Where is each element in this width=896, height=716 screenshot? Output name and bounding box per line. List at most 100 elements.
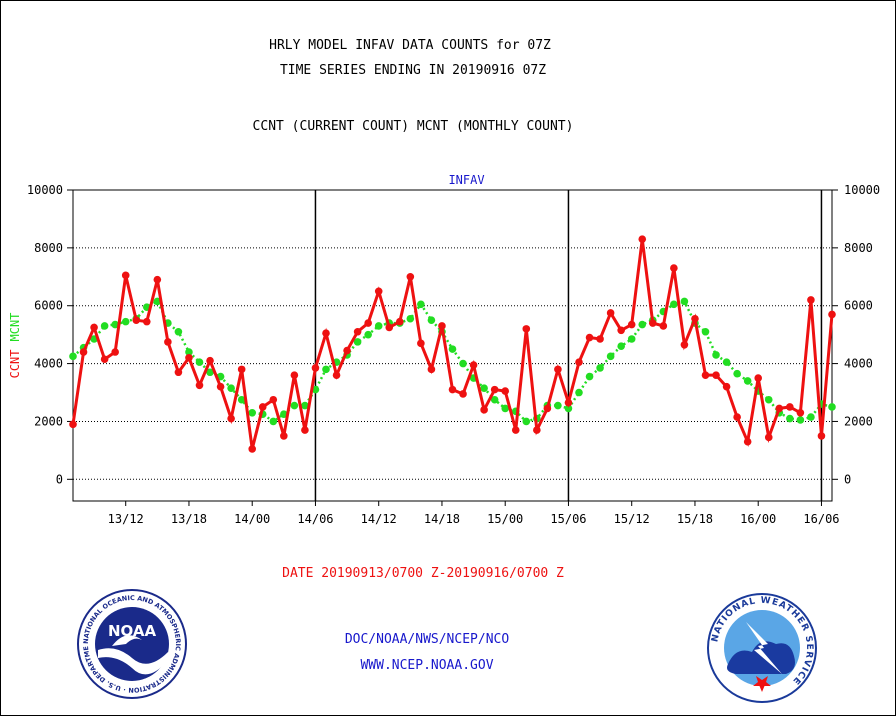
point-mcnt bbox=[174, 327, 183, 336]
x-tick-label: 15/18 bbox=[677, 512, 713, 526]
y-tick-label-right: 2000 bbox=[844, 414, 873, 428]
point-ccnt bbox=[174, 368, 183, 377]
point-ccnt bbox=[322, 329, 330, 338]
point-ccnt bbox=[164, 338, 172, 346]
point-ccnt bbox=[480, 406, 488, 414]
point-mcnt bbox=[796, 416, 805, 424]
y-tick-label-right: 0 bbox=[844, 472, 851, 486]
point-ccnt bbox=[290, 371, 299, 379]
point-ccnt bbox=[659, 322, 668, 330]
point-ccnt bbox=[417, 339, 425, 348]
y-tick-label-right: 10000 bbox=[844, 183, 880, 197]
point-mcnt bbox=[448, 345, 457, 353]
point-mcnt bbox=[828, 403, 836, 411]
point-ccnt bbox=[554, 365, 562, 374]
point-ccnt bbox=[185, 353, 193, 362]
point-ccnt bbox=[638, 235, 647, 243]
y-tick-label-left: 0 bbox=[56, 472, 63, 486]
noaa-logo-text: NOAA bbox=[108, 622, 157, 640]
point-ccnt bbox=[100, 355, 109, 364]
point-mcnt bbox=[627, 335, 636, 343]
point-ccnt bbox=[301, 426, 309, 434]
point-mcnt bbox=[280, 410, 288, 419]
point-mcnt bbox=[617, 342, 625, 351]
point-ccnt bbox=[596, 335, 604, 343]
plot-area bbox=[72, 189, 833, 502]
point-ccnt bbox=[69, 420, 77, 429]
point-mcnt bbox=[501, 404, 510, 413]
point-mcnt bbox=[554, 401, 562, 410]
point-ccnt bbox=[438, 322, 446, 330]
point-mcnt bbox=[522, 417, 531, 426]
point-mcnt bbox=[427, 316, 436, 324]
point-ccnt bbox=[585, 333, 594, 342]
point-ccnt bbox=[353, 327, 362, 336]
noaa-logo: NOAA NATIONAL OCEANIC AND ATMOSPHERIC AD… bbox=[76, 588, 187, 699]
point-ccnt bbox=[490, 385, 499, 394]
point-mcnt bbox=[743, 377, 752, 385]
point-mcnt bbox=[227, 384, 235, 392]
point-ccnt bbox=[807, 296, 815, 304]
chart-title-line2: TIME SERIES ENDING IN 20190916 07Z bbox=[279, 63, 547, 78]
nws-logo: NATIONAL WEATHER SERVICE bbox=[707, 593, 817, 703]
point-mcnt bbox=[121, 317, 130, 326]
x-tick-label: 14/06 bbox=[297, 512, 333, 526]
point-ccnt bbox=[111, 348, 119, 356]
point-ccnt bbox=[237, 365, 246, 374]
y-tick-label-left: 6000 bbox=[34, 299, 63, 313]
y-axis-label: CCNT MCNT bbox=[8, 313, 22, 379]
point-ccnt bbox=[343, 346, 351, 355]
point-mcnt bbox=[417, 300, 425, 309]
point-ccnt bbox=[258, 403, 267, 411]
x-tick-label: 15/06 bbox=[550, 512, 586, 526]
point-ccnt bbox=[754, 374, 763, 382]
point-mcnt bbox=[459, 359, 467, 368]
point-mcnt bbox=[490, 395, 499, 404]
point-mcnt bbox=[764, 395, 773, 404]
point-ccnt bbox=[575, 358, 583, 366]
point-ccnt bbox=[828, 310, 836, 319]
point-mcnt bbox=[100, 322, 109, 330]
point-mcnt bbox=[111, 320, 119, 329]
point-ccnt bbox=[121, 271, 130, 280]
point-ccnt bbox=[501, 387, 510, 395]
point-ccnt bbox=[406, 272, 415, 281]
point-ccnt bbox=[691, 314, 699, 323]
org-path-link[interactable]: DOC/NOAA/NWS/NCEP/NCO bbox=[344, 632, 510, 647]
x-tick-label: 13/12 bbox=[108, 512, 144, 526]
point-mcnt bbox=[480, 384, 488, 392]
point-mcnt bbox=[69, 352, 77, 361]
date-range-label: DATE 20190913/0700 Z-20190916/0700 Z bbox=[282, 566, 564, 581]
point-ccnt bbox=[395, 317, 404, 326]
point-ccnt bbox=[459, 390, 467, 398]
point-ccnt bbox=[142, 317, 151, 326]
point-ccnt bbox=[132, 316, 141, 324]
chart-subtitle: CCNT (CURRENT COUNT) MCNT (MONTHLY COUNT… bbox=[252, 119, 574, 134]
y-axis-label-ccnt: CCNT bbox=[8, 350, 22, 379]
point-ccnt bbox=[743, 437, 752, 446]
point-ccnt bbox=[311, 364, 320, 372]
point-ccnt bbox=[469, 361, 478, 369]
point-mcnt bbox=[722, 358, 731, 366]
point-mcnt bbox=[575, 388, 583, 397]
point-ccnt bbox=[543, 404, 552, 413]
point-ccnt bbox=[733, 413, 741, 421]
point-ccnt bbox=[227, 414, 235, 423]
point-mcnt bbox=[248, 408, 257, 417]
website-link[interactable]: WWW.NCEP.NOAA.GOV bbox=[360, 658, 494, 673]
plot-label: INFAV bbox=[448, 173, 484, 187]
y-tick-label-left: 10000 bbox=[27, 183, 63, 197]
point-mcnt bbox=[290, 401, 299, 410]
point-mcnt bbox=[269, 417, 278, 426]
point-ccnt bbox=[216, 382, 225, 391]
point-ccnt bbox=[670, 264, 678, 272]
point-mcnt bbox=[322, 365, 330, 374]
point-ccnt bbox=[564, 398, 573, 407]
point-mcnt bbox=[353, 338, 362, 346]
point-mcnt bbox=[206, 368, 214, 377]
x-tick-label: 15/12 bbox=[614, 512, 650, 526]
point-mcnt bbox=[638, 320, 647, 329]
point-ccnt bbox=[775, 404, 784, 413]
point-mcnt bbox=[786, 414, 794, 423]
